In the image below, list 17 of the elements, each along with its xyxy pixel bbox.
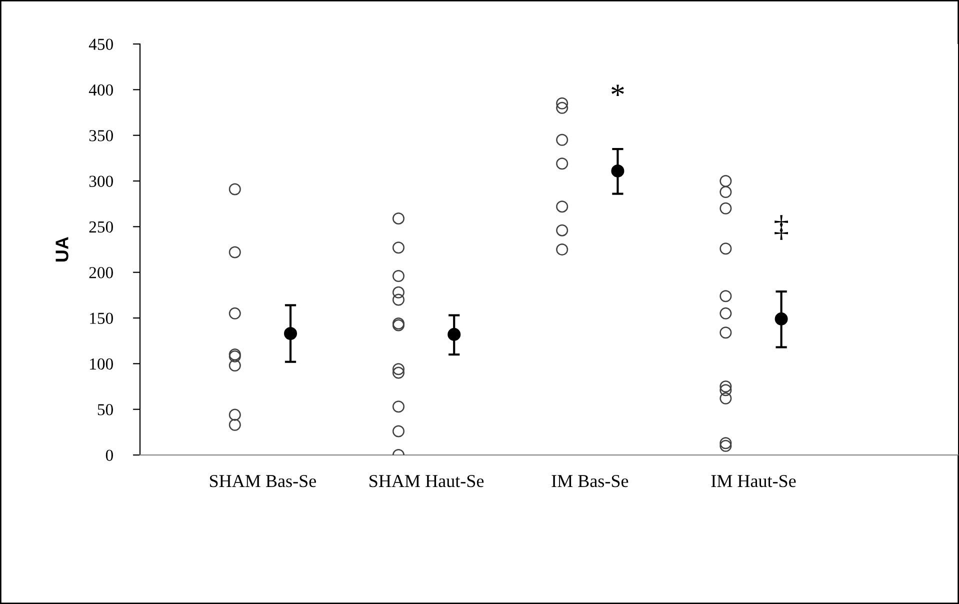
y-tick-label: 250: [89, 221, 113, 233]
y-tick-label: 0: [106, 450, 113, 461]
y-tick-label: 100: [90, 358, 113, 370]
annotation: *: [612, 84, 624, 96]
y-tick-label: 400: [88, 84, 113, 96]
x-tick-label: SHAM Bas-Se: [210, 475, 316, 488]
y-tick-label: 450: [88, 38, 113, 50]
x-tick-label: IM Bas-Se: [552, 475, 628, 488]
y-tick-label: 50: [98, 404, 113, 416]
y-tick-label: 150: [90, 312, 113, 324]
y-tick-label: 350: [89, 130, 113, 142]
y-tick-label: 300: [89, 176, 113, 187]
y-tick-label: 200: [89, 267, 113, 278]
annotation: ‡: [774, 215, 788, 240]
x-tick-label: SHAM Haut-Se: [370, 475, 484, 488]
x-tick-label: IM Haut-Se: [711, 475, 796, 488]
y-axis-title: UA: [56, 236, 68, 262]
